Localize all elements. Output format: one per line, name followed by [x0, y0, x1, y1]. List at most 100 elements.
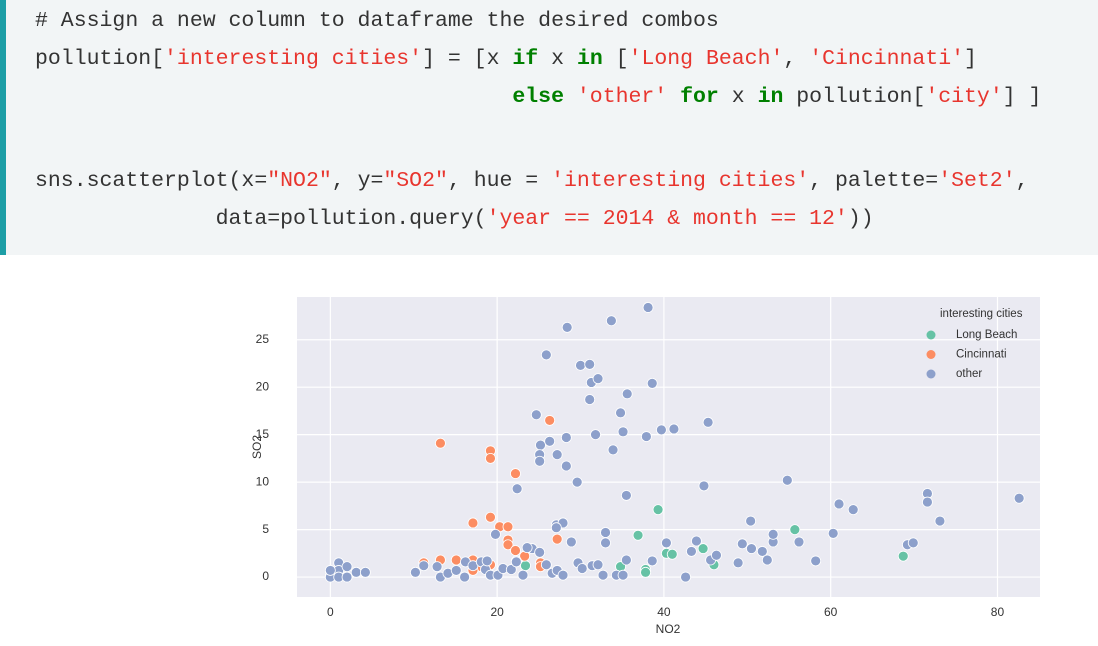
point	[341, 561, 353, 573]
x-tick-label: 0	[327, 605, 334, 619]
point	[668, 423, 680, 435]
point	[646, 555, 658, 567]
point	[1013, 492, 1025, 504]
chart: NO2 SO2 0 20 40 60 80 0 5 10 15 20 25 interesting c…	[250, 297, 1040, 636]
point	[592, 559, 604, 571]
point	[534, 546, 546, 558]
code-token: pollution[	[35, 47, 165, 71]
point	[620, 554, 632, 566]
code-line	[35, 116, 1098, 162]
code-token: pollution[	[783, 85, 926, 109]
point	[435, 437, 446, 449]
point	[511, 483, 523, 495]
code-line: data=pollution.query('year == 2014 & mon…	[35, 200, 1098, 238]
point	[600, 537, 611, 549]
point	[520, 560, 531, 572]
point	[544, 435, 556, 447]
point	[490, 528, 501, 540]
point	[617, 426, 629, 438]
point	[789, 524, 801, 535]
point	[551, 449, 563, 460]
point	[450, 565, 462, 576]
point	[597, 569, 609, 581]
code-token	[564, 85, 577, 109]
code-token: x	[538, 47, 577, 71]
code-token: ]	[964, 47, 977, 71]
point	[359, 566, 371, 578]
code-token: 'interesting cities'	[551, 169, 810, 193]
y-tick-label: 20	[256, 379, 270, 393]
point	[510, 468, 521, 479]
code-token: , y=	[331, 169, 384, 193]
point	[652, 504, 664, 516]
point	[810, 555, 822, 567]
point	[698, 480, 710, 492]
point	[341, 571, 353, 583]
point	[907, 537, 919, 549]
code-token: 'other'	[576, 85, 668, 109]
point	[540, 559, 552, 571]
point	[605, 315, 617, 327]
x-tick-label: 40	[657, 605, 671, 619]
code-token: "NO2"	[267, 169, 332, 193]
point	[467, 517, 479, 529]
x-axis-label: NO2	[656, 622, 681, 636]
point	[505, 564, 517, 575]
point	[641, 431, 652, 442]
code-token: 'year == 2014 & month == 12'	[486, 207, 848, 231]
code-token: [	[602, 47, 629, 71]
point	[540, 349, 552, 361]
code-token: 'Set2'	[938, 169, 1016, 193]
code-token: for	[680, 85, 719, 109]
point	[530, 409, 542, 421]
point	[617, 569, 629, 581]
point	[584, 394, 596, 405]
code-token	[667, 85, 680, 109]
legend-label: Long Beach	[956, 329, 1017, 341]
point	[607, 444, 619, 456]
code-token: ] ]	[1002, 85, 1042, 109]
code-token: ,	[783, 47, 810, 71]
point	[661, 537, 672, 549]
point	[350, 566, 362, 578]
code-token: , hue =	[447, 169, 552, 193]
point	[934, 515, 946, 527]
code-token: sns.scatterplot(x=	[35, 169, 268, 193]
point	[827, 527, 839, 539]
point	[691, 535, 702, 547]
point	[485, 511, 496, 523]
point	[732, 557, 744, 569]
point	[756, 546, 768, 557]
point	[922, 496, 933, 508]
y-tick-label: 0	[262, 569, 269, 583]
point	[592, 373, 604, 385]
point	[544, 415, 556, 426]
legend-marker	[926, 330, 936, 340]
code-token: in	[757, 85, 784, 109]
point	[847, 504, 859, 516]
point	[450, 554, 462, 566]
point	[590, 429, 601, 441]
code-token: 'Long Beach'	[628, 47, 784, 71]
point	[418, 560, 430, 572]
point	[550, 522, 562, 534]
point	[584, 359, 596, 370]
y-tick-label: 5	[262, 522, 269, 536]
point	[642, 302, 654, 313]
code-line: else 'other' for x in pollution['city'] …	[35, 78, 1098, 116]
legend-label: Cincinnati	[956, 349, 1007, 361]
point	[521, 542, 533, 554]
y-tick-label: 25	[256, 332, 270, 346]
point	[510, 556, 522, 568]
point	[502, 521, 514, 533]
point	[680, 571, 691, 583]
point	[656, 424, 667, 436]
point	[510, 545, 521, 556]
point	[517, 569, 529, 581]
point	[565, 536, 577, 548]
legend-label: other	[956, 368, 982, 380]
code-line: # Assign a new column to dataframe the d…	[35, 2, 1098, 40]
y-axis-label: SO2	[250, 435, 264, 459]
point	[620, 490, 632, 501]
point	[746, 543, 757, 554]
